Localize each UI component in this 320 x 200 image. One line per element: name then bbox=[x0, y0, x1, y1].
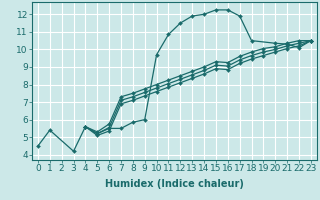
X-axis label: Humidex (Indice chaleur): Humidex (Indice chaleur) bbox=[105, 179, 244, 189]
